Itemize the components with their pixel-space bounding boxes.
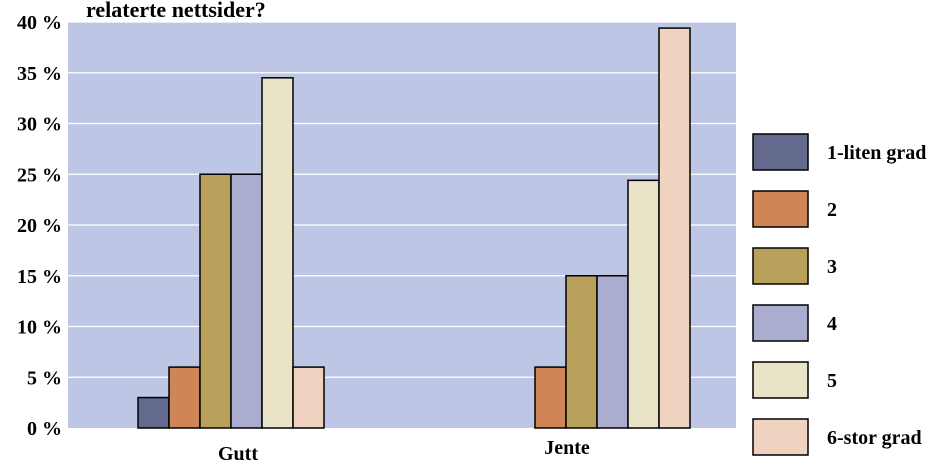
y-tick-label: 0 % bbox=[27, 418, 62, 440]
y-tick-label: 30 % bbox=[17, 114, 62, 136]
y-axis: 0 % 5 % 10 % 15 % 20 % 25 % 30 % 35 % 40 % bbox=[17, 12, 62, 440]
y-tick-label: 15 % bbox=[17, 266, 62, 288]
bar bbox=[627, 179, 660, 429]
legend: 1-liten grad 2 3 4 5 6-stor grad bbox=[752, 133, 926, 456]
legend-swatch bbox=[752, 190, 809, 228]
bar bbox=[565, 275, 598, 429]
bar bbox=[534, 366, 567, 429]
y-tick-label: 20 % bbox=[17, 215, 62, 237]
y-tick-label: 25 % bbox=[17, 164, 62, 186]
legend-swatch bbox=[752, 247, 809, 285]
y-tick-label: 35 % bbox=[17, 63, 62, 85]
chart-title: relaterte nettsider? bbox=[86, 0, 266, 22]
x-tick-label: Jente bbox=[544, 437, 590, 459]
bar bbox=[199, 173, 232, 429]
legend-label: 3 bbox=[827, 256, 837, 278]
bar bbox=[137, 396, 170, 429]
legend-label: 5 bbox=[827, 370, 837, 392]
bar bbox=[168, 366, 201, 429]
bars bbox=[137, 27, 691, 429]
x-axis: Gutt Jente bbox=[218, 437, 590, 465]
bar bbox=[658, 27, 691, 429]
legend-label: 6-stor grad bbox=[827, 427, 922, 449]
y-tick-label: 40 % bbox=[17, 12, 62, 34]
bar bbox=[596, 275, 629, 429]
legend-label: 4 bbox=[827, 313, 837, 335]
legend-label: 1-liten grad bbox=[827, 142, 926, 164]
legend-label: 2 bbox=[827, 199, 837, 221]
legend-swatch bbox=[752, 304, 809, 342]
x-tick-label: Gutt bbox=[218, 443, 258, 465]
legend-swatch bbox=[752, 418, 809, 456]
legend-swatch bbox=[752, 133, 809, 171]
legend-swatch bbox=[752, 361, 809, 399]
bar bbox=[292, 366, 325, 429]
bar bbox=[230, 173, 263, 429]
bar bbox=[261, 77, 294, 429]
y-tick-label: 10 % bbox=[17, 317, 62, 339]
y-tick-label: 5 % bbox=[27, 367, 62, 389]
